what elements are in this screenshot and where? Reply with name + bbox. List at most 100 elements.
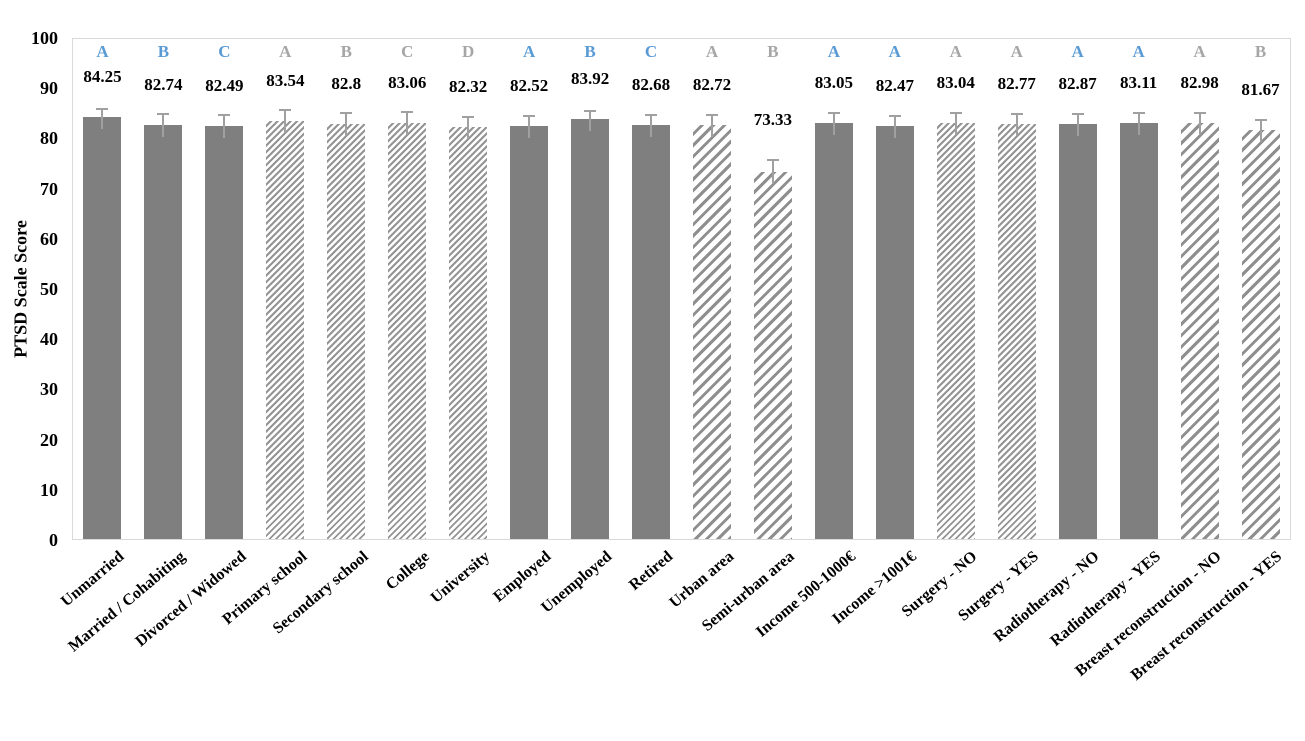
value-label: 82.32: [449, 76, 488, 96]
value-label: 83.04: [936, 73, 975, 93]
x-axis-label: Divorced / Widowed: [132, 548, 250, 651]
error-bar-cap: [1071, 113, 1084, 116]
significance-letter: A: [888, 42, 901, 61]
error-bar-whisker: [1015, 113, 1018, 137]
y-axis-tick-label: 10: [40, 479, 58, 500]
value-label: 82.74: [144, 74, 183, 94]
significance-letter: B: [767, 42, 779, 61]
significance-letter: A: [279, 42, 292, 61]
bar: [997, 124, 1036, 539]
significance-letter: A: [827, 42, 841, 61]
error-bar-whisker: [650, 115, 653, 137]
bar: [1119, 122, 1158, 539]
error-bar-whisker: [1259, 119, 1262, 142]
plot-area: [72, 38, 1291, 540]
significance-letter: C: [401, 42, 414, 61]
y-axis-tick-label: 40: [40, 329, 58, 350]
y-axis-tick-label: 70: [40, 178, 58, 199]
significance-letter: B: [1254, 42, 1267, 61]
bar: [692, 124, 731, 539]
value-label: 82.98: [1180, 73, 1219, 93]
value-label: 82.77: [997, 74, 1036, 94]
significance-letter: A: [1071, 42, 1084, 61]
error-bar-whisker: [954, 112, 957, 136]
value-label: 82.52: [510, 75, 549, 95]
error-bar-whisker: [832, 113, 835, 136]
bar: [814, 123, 853, 539]
error-bar-cap: [645, 114, 658, 117]
y-axis-tick-label: 30: [40, 379, 58, 400]
y-axis-tick-label: 100: [31, 28, 58, 48]
value-label: 73.33: [753, 109, 793, 129]
error-bar-whisker: [893, 116, 896, 138]
bar: [753, 171, 792, 539]
y-axis-tick-label: 80: [40, 128, 58, 149]
error-bar-cap: [705, 114, 718, 117]
value-label: 83.06: [388, 73, 427, 93]
y-axis-tick-label: 60: [40, 228, 58, 249]
y-axis-tick-label: 50: [40, 279, 58, 299]
significance-letter: A: [1132, 42, 1145, 61]
error-bar-cap: [1010, 112, 1023, 115]
error-bar-whisker: [101, 108, 104, 130]
bar: [144, 124, 183, 539]
x-axis-label: Retired: [625, 548, 676, 594]
value-label: 82.8: [331, 74, 362, 94]
bar: [449, 126, 488, 539]
error-bar-cap: [1132, 112, 1145, 115]
error-bar-cap: [766, 159, 779, 162]
bar: [1058, 123, 1097, 539]
x-axis-label: University: [427, 548, 494, 607]
error-bar-whisker: [467, 116, 470, 139]
bar: [327, 124, 366, 539]
value-label: 82.72: [692, 74, 732, 94]
error-bar-cap: [218, 114, 231, 117]
value-label: 82.47: [875, 76, 914, 95]
y-axis-tick-label: 90: [40, 78, 58, 99]
significance-letter: B: [157, 42, 170, 61]
significance-letter: B: [584, 42, 596, 61]
bar: [632, 124, 671, 539]
y-axis-tick-label: 20: [40, 429, 58, 450]
value-label: 83.05: [814, 73, 853, 93]
bar: [1241, 130, 1280, 539]
significance-letter: A: [705, 42, 719, 61]
value-label: 83.11: [1119, 72, 1158, 92]
error-bar-cap: [157, 113, 170, 116]
error-bar-whisker: [528, 115, 531, 138]
bar: [83, 117, 122, 539]
error-bar-cap: [279, 108, 292, 111]
bar: [1180, 123, 1219, 539]
error-bar-whisker: [1198, 112, 1201, 136]
significance-letter: A: [1010, 42, 1023, 61]
error-bar-whisker: [406, 112, 409, 136]
bar: [571, 118, 610, 539]
error-bar-whisker: [771, 160, 774, 184]
x-axis-label: College: [382, 548, 433, 594]
bar: [875, 126, 914, 539]
value-label: 84.25: [83, 67, 122, 87]
x-axis-label: Married / Cohabiting: [65, 548, 189, 656]
error-bar-whisker: [1076, 114, 1079, 136]
error-bar-cap: [584, 110, 597, 113]
error-bar-cap: [827, 112, 840, 115]
error-bar-whisker: [345, 112, 348, 137]
error-bar-cap: [96, 107, 109, 110]
value-label: 82.49: [205, 75, 244, 95]
x-axis-label: Radiotherapy - YES: [1046, 548, 1164, 650]
error-bar-cap: [523, 114, 536, 117]
bar: [205, 125, 244, 539]
bar: [266, 120, 305, 539]
error-bar-whisker: [589, 111, 592, 131]
significance-letter: C: [218, 42, 231, 61]
error-bar-cap: [462, 115, 475, 118]
significance-letter: A: [949, 42, 962, 61]
error-bar-cap: [401, 111, 414, 114]
value-label: 82.68: [631, 74, 671, 94]
error-bar-whisker: [223, 115, 226, 138]
significance-letter: C: [644, 42, 658, 61]
y-axis-tick-label: 0: [49, 530, 58, 550]
value-label: 82.87: [1058, 73, 1097, 93]
value-label: 83.54: [266, 70, 305, 90]
